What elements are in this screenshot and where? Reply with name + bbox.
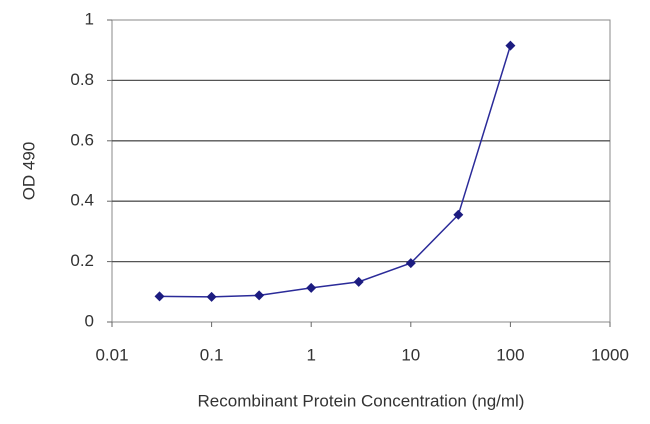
x-axis-label: Recombinant Protein Concentration (ng/ml… <box>198 391 525 410</box>
x-tick-label: 100 <box>496 345 524 364</box>
x-tick-label: 0.1 <box>200 345 224 364</box>
data-marker <box>453 209 464 220</box>
y-tick-label: 1 <box>85 9 94 28</box>
y-tick-label: 0.6 <box>70 130 94 149</box>
data-line <box>159 45 512 298</box>
y-tick-label: 0.8 <box>70 70 94 89</box>
data-marker <box>206 291 217 302</box>
x-tick-label: 10 <box>401 345 420 364</box>
y-tick-label: 0 <box>85 311 94 330</box>
y-axis-label: OD 490 <box>19 142 38 201</box>
data-marker <box>353 276 364 287</box>
x-tick-label: 0.01 <box>95 345 128 364</box>
data-marker <box>505 40 516 51</box>
y-tick-label: 0.2 <box>70 251 94 270</box>
x-tick-label: 1 <box>306 345 315 364</box>
data-marker <box>154 291 165 302</box>
plot-area <box>111 19 611 323</box>
data-marker <box>254 290 265 301</box>
data-marker <box>306 282 317 293</box>
data-marker <box>405 258 416 269</box>
y-tick-label: 0.4 <box>70 191 94 210</box>
x-tick-label: 1000 <box>591 345 629 364</box>
